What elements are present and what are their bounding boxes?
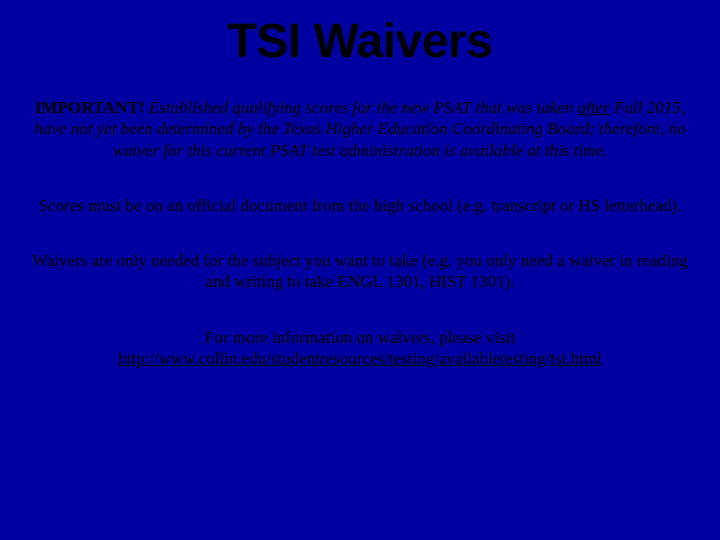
important-underline-word: after bbox=[578, 98, 610, 117]
moreinfo-link[interactable]: http://www.collin.edu/studentresources/t… bbox=[118, 349, 602, 368]
slide-title: TSI Waivers bbox=[28, 14, 692, 69]
paragraph-moreinfo: For more information on waivers, please … bbox=[28, 327, 692, 370]
slide-container: TSI Waivers IMPORTANT! Established quali… bbox=[0, 0, 720, 540]
important-body-pre: Established qualifying scores for the ne… bbox=[145, 98, 578, 117]
paragraph-important: IMPORTANT! Established qualifying scores… bbox=[28, 97, 692, 161]
paragraph-waivers: Waivers are only needed for the subject … bbox=[28, 250, 692, 293]
moreinfo-intro: For more information on waivers, please … bbox=[205, 328, 515, 347]
important-label: IMPORTANT! bbox=[35, 98, 145, 117]
paragraph-scores: Scores must be on an official document f… bbox=[28, 195, 692, 216]
